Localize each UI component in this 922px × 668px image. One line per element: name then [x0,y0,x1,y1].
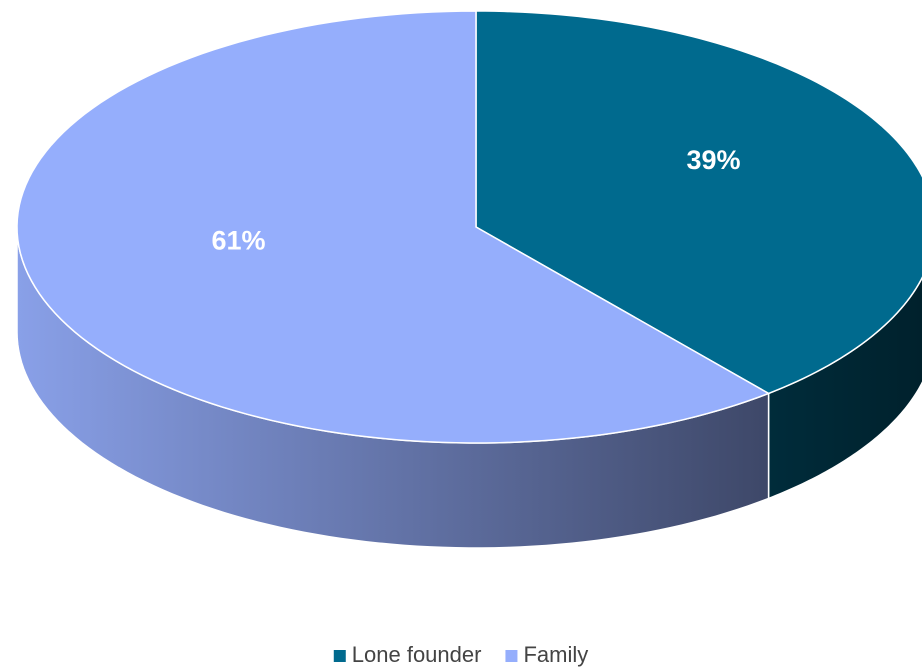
legend-swatch [505,650,518,662]
pie-slice [475,10,922,395]
legend-label: Family [523,642,588,667]
legend-swatch [333,650,346,662]
legend: Lone founder Family [333,642,588,667]
data-label: 39% [687,145,741,175]
pie-slice [16,10,771,444]
legend-label: Lone founder [352,642,482,667]
data-label: 61% [211,225,265,255]
